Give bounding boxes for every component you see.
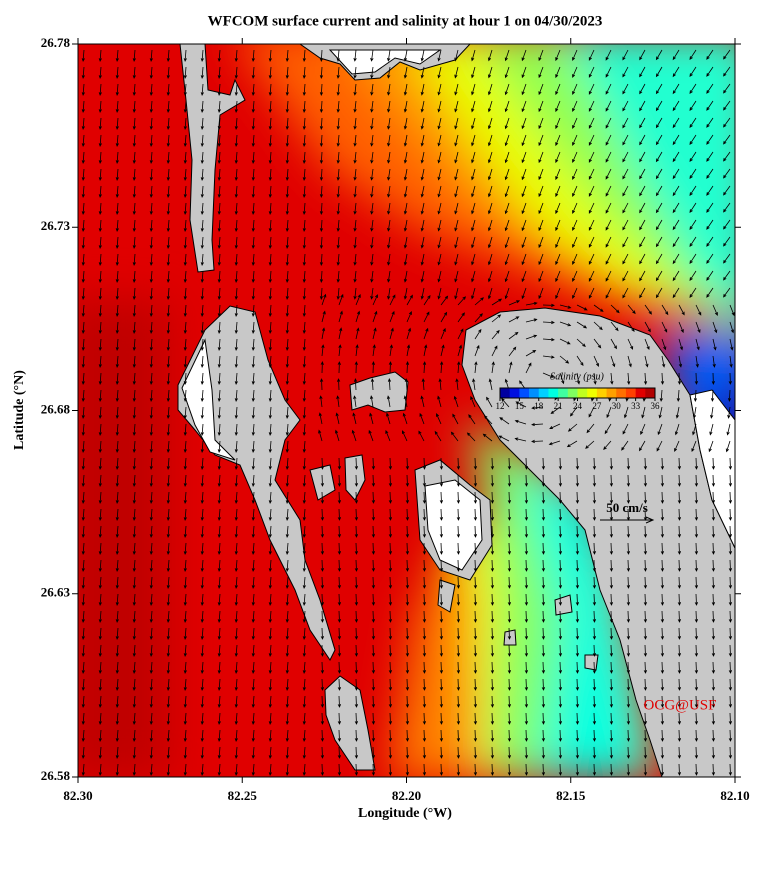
colorbar-cell bbox=[558, 388, 569, 398]
y-tick-label: 26.58 bbox=[41, 768, 71, 783]
y-tick-label: 26.63 bbox=[41, 585, 71, 600]
colorbar-tick-label: 15 bbox=[515, 401, 525, 411]
colorbar-tick-label: 21 bbox=[554, 401, 563, 411]
colorbar-tick-label: 24 bbox=[573, 401, 583, 411]
colorbar-cell bbox=[567, 388, 578, 398]
map-title: WFCOM surface current and salinity at ho… bbox=[208, 13, 603, 29]
x-tick-label: 82.20 bbox=[392, 788, 421, 803]
colorbar: Salinity (psu) 12 15 18 21 24 27 30 33 36 bbox=[496, 371, 661, 411]
credit: OCG@USF bbox=[643, 697, 716, 713]
colorbar-tick-label: 36 bbox=[651, 401, 661, 411]
colorbar-cell bbox=[645, 388, 656, 398]
colorbar-cell bbox=[538, 388, 549, 398]
y-tick-label: 26.78 bbox=[41, 35, 71, 50]
y-tick-label: 26.73 bbox=[41, 218, 71, 233]
current-vectors bbox=[81, 49, 735, 776]
x-axis-label: Longitude (°W) bbox=[358, 806, 452, 821]
x-tick-label: 82.30 bbox=[63, 788, 92, 803]
salinity-field bbox=[78, 44, 735, 777]
colorbar-cell bbox=[509, 388, 520, 398]
colorbar-cell bbox=[596, 388, 607, 398]
colorbar-cell bbox=[548, 388, 559, 398]
axes: 82.30 82.25 82.20 82.15 82.10 26.58 26.63 26.68… bbox=[41, 35, 750, 803]
x-tick-label: 82.10 bbox=[720, 788, 749, 803]
scale-label: 50 cm/s bbox=[606, 500, 648, 515]
x-tick-label: 82.25 bbox=[228, 788, 258, 803]
colorbar-cell bbox=[606, 388, 617, 398]
land bbox=[177, 44, 735, 777]
colorbar-cell bbox=[529, 388, 540, 398]
colorbar-tick-label: 33 bbox=[631, 401, 641, 411]
colorbar-cell bbox=[500, 388, 510, 398]
scale-arrow-head bbox=[645, 516, 655, 524]
current-arrows bbox=[81, 49, 735, 776]
colorbar-cell bbox=[616, 388, 627, 398]
colorbar-cell bbox=[519, 388, 530, 398]
y-tick-label: 26.68 bbox=[41, 401, 71, 416]
colorbar-tick-label: 18 bbox=[534, 401, 544, 411]
colorbar-cell bbox=[587, 388, 598, 398]
colorbar-cell bbox=[577, 388, 588, 398]
y-axis-label: Latitude (°N) bbox=[12, 370, 27, 450]
x-tick-label: 82.15 bbox=[556, 788, 586, 803]
colorbar-tick-label: 30 bbox=[612, 401, 622, 411]
colorbar-tick-label: 12 bbox=[496, 401, 505, 411]
colorbar-cell bbox=[635, 388, 646, 398]
colorbar-tick-label: 27 bbox=[592, 401, 602, 411]
colorbar-cell bbox=[625, 388, 636, 398]
colorbar-title: Salinity (psu) bbox=[550, 371, 604, 382]
